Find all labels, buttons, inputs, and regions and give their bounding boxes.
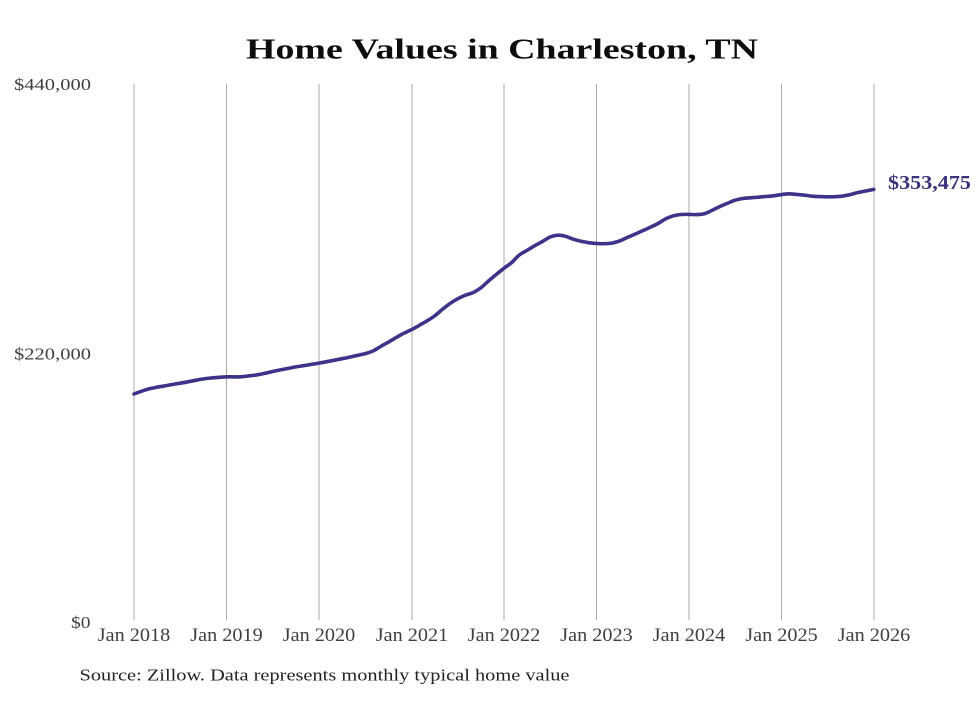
svg-text:Jan 2025: Jan 2025 [745, 625, 818, 646]
svg-text:$353,475: $353,475 [888, 172, 971, 194]
svg-text:Jan 2022: Jan 2022 [468, 625, 541, 646]
svg-text:Source: Zillow. Data represent: Source: Zillow. Data represents monthly … [80, 666, 570, 685]
svg-text:Jan 2020: Jan 2020 [283, 625, 356, 646]
svg-text:Jan 2021: Jan 2021 [376, 625, 449, 646]
svg-text:$440,000: $440,000 [14, 75, 91, 94]
svg-text:Jan 2019: Jan 2019 [190, 625, 263, 646]
svg-text:Jan 2026: Jan 2026 [838, 625, 911, 646]
svg-text:Jan 2018: Jan 2018 [98, 625, 171, 646]
svg-text:Jan 2024: Jan 2024 [653, 625, 726, 646]
svg-text:Jan 2023: Jan 2023 [560, 625, 633, 646]
svg-text:Home Values in Charleston, TN: Home Values in Charleston, TN [246, 34, 758, 66]
svg-text:$0: $0 [71, 613, 91, 632]
svg-text:$220,000: $220,000 [14, 345, 91, 364]
